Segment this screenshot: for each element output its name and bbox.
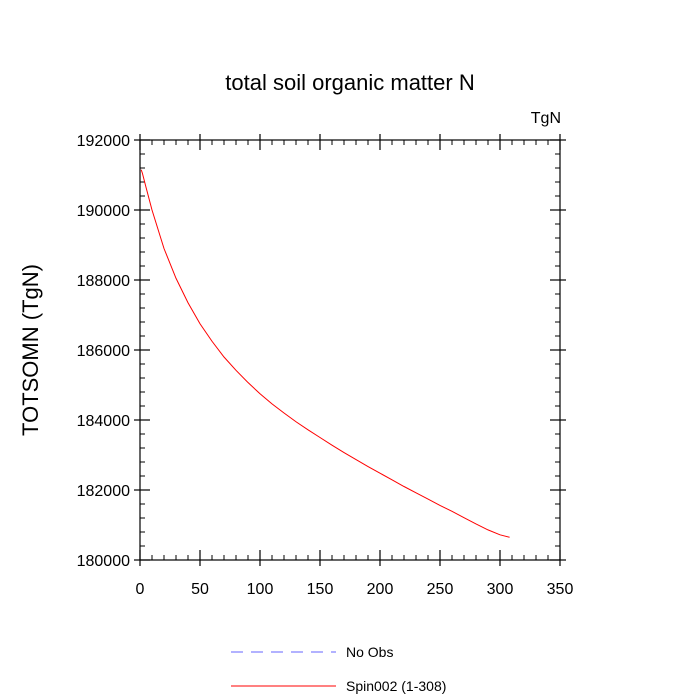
x-tick-label: 50 <box>191 581 209 598</box>
x-tick-label: 250 <box>427 581 454 598</box>
legend-label-spin002: Spin002 (1-308) <box>346 678 446 694</box>
series-layer <box>140 169 510 538</box>
y-tick-label: 180000 <box>77 553 130 570</box>
y-tick-label: 192000 <box>77 133 130 150</box>
x-tick-label: 300 <box>487 581 514 598</box>
chart-title: total soil organic matter N <box>225 70 474 95</box>
x-tick-label: 150 <box>307 581 334 598</box>
plot-frame <box>139 139 561 561</box>
x-tick-label: 100 <box>247 581 274 598</box>
y-tick-label: 186000 <box>77 343 130 360</box>
y-tick-label: 182000 <box>77 483 130 500</box>
x-tick-label: 0 <box>136 581 145 598</box>
legend: No Obs Spin002 (1-308) <box>231 644 446 694</box>
units-label: TgN <box>531 110 561 127</box>
y-axis-ticks <box>134 139 566 561</box>
legend-label-no-obs: No Obs <box>346 644 393 660</box>
y-tick-label: 188000 <box>77 273 130 290</box>
y-tick-label: 190000 <box>77 203 130 220</box>
y-axis-tick-labels: 180000 182000 184000 186000 188000 190000 1920… <box>77 133 130 570</box>
x-tick-label: 200 <box>367 581 394 598</box>
y-axis-label: TOTSOMN (TgN) <box>18 264 43 436</box>
x-axis-ticks <box>139 134 561 566</box>
x-tick-label: 350 <box>547 581 574 598</box>
x-axis-tick-labels: 0 50 100 150 200 250 300 350 <box>136 581 574 598</box>
y-tick-label: 184000 <box>77 413 130 430</box>
series-line-spin002-1-308 <box>140 169 510 538</box>
